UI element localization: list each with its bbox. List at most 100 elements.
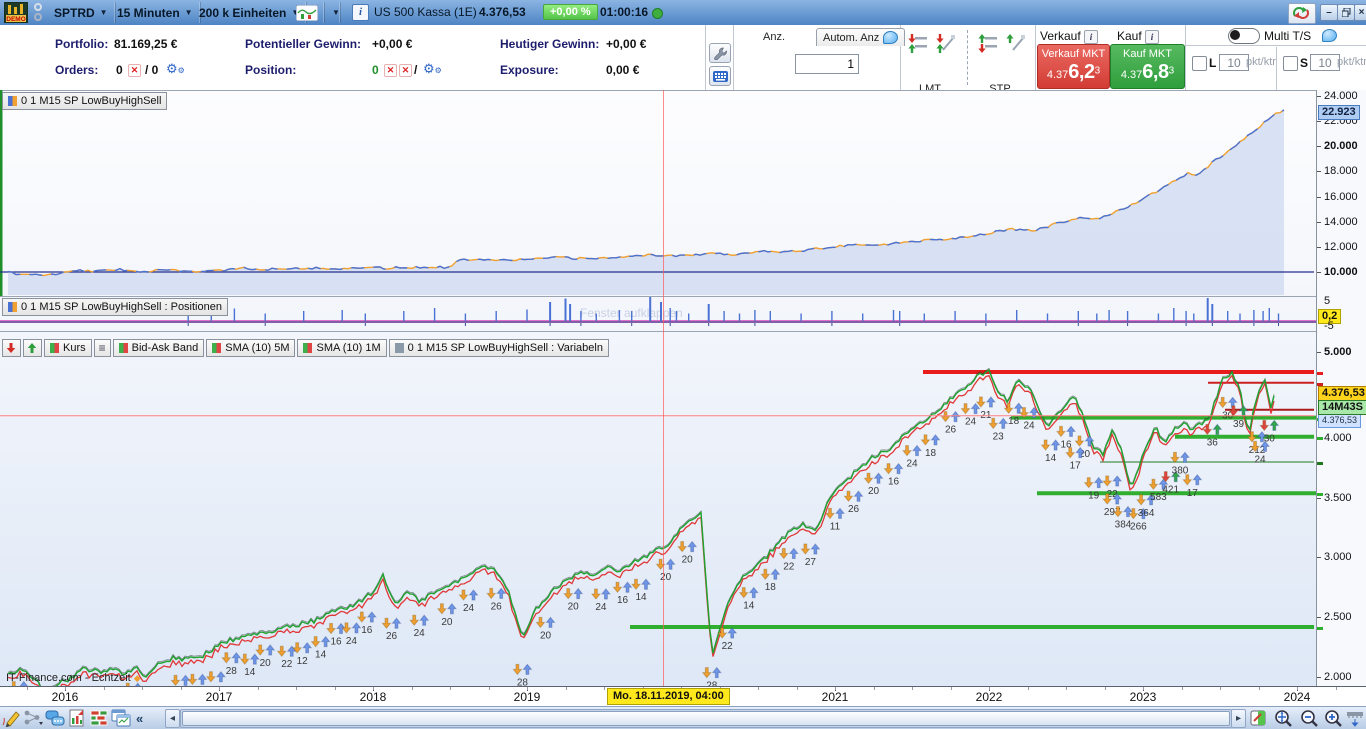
exit-arrow-icon xyxy=(436,603,447,615)
limit-trail-button[interactable] xyxy=(934,33,956,58)
trade-count-label: 14 xyxy=(244,667,256,678)
close-position-icon[interactable]: ✕ xyxy=(384,64,397,77)
report-button[interactable] xyxy=(66,708,88,728)
demo-badge-icon: DEMO xyxy=(3,1,29,26)
entry-arrow-icon xyxy=(788,547,799,559)
trade-count-label: 20 xyxy=(868,486,880,497)
position-settings-icon[interactable]: ⚙⚙ xyxy=(423,61,442,76)
price-axis-column[interactable]: 24.000 22.000 20.000 18.000 16.000 14.000 12.0… xyxy=(1316,90,1366,686)
legend-sma-1m[interactable]: SMA (10) 1M xyxy=(297,339,387,357)
trade-count-label: 22 xyxy=(1107,489,1119,500)
sell-header: Verkauf i xyxy=(1040,29,1099,44)
entry-arrow-icon xyxy=(1093,476,1104,489)
short-checkbox[interactable] xyxy=(1283,56,1298,71)
auto-qty-tab[interactable]: Autom. Anz xyxy=(816,28,906,46)
share-button[interactable] xyxy=(22,708,44,728)
trade-count-label: 30 xyxy=(1264,433,1276,444)
sell-marker-tool-button[interactable] xyxy=(2,339,21,357)
legend-variabeln[interactable]: 0 1 M15 SP LowBuyHighSell : Variabeln xyxy=(388,339,609,357)
year-label: 2018 xyxy=(359,690,387,704)
exit-arrow-icon xyxy=(975,396,986,408)
entry-arrow-icon xyxy=(1050,439,1061,451)
limit-order-button[interactable] xyxy=(906,33,928,58)
time-axis-row[interactable]: 2016 2017 2018 2019 2021 2022 2023 2024 Mo. 18.… xyxy=(0,686,1366,707)
zoom-fit-button[interactable] xyxy=(1272,708,1294,728)
cancel-orders-icon[interactable]: ✕ xyxy=(128,64,141,77)
collapse-toolbar-chevrons[interactable]: « xyxy=(136,710,144,726)
legend-bid-ask-band[interactable]: Bid-Ask Band xyxy=(112,339,205,357)
trade-count-label: 14 xyxy=(1045,453,1057,464)
axis-label: -5 xyxy=(1324,320,1334,332)
entry-arrow-icon xyxy=(622,581,633,593)
orders-label: Orders: xyxy=(55,63,99,77)
backtest-button[interactable] xyxy=(88,708,110,728)
minimize-button[interactable]: – xyxy=(1320,4,1338,21)
long-points-input[interactable] xyxy=(1219,54,1249,71)
exit-arrow-icon xyxy=(988,417,999,430)
legend-sma-5m[interactable]: SMA (10) 5M xyxy=(206,339,296,357)
order-settings-button[interactable] xyxy=(709,43,731,63)
help-bubble-icon[interactable] xyxy=(883,31,899,44)
trade-count-label: 17 xyxy=(1187,488,1199,499)
restore-button[interactable] xyxy=(1337,4,1355,21)
stop-trail-button[interactable] xyxy=(1004,33,1026,58)
chevron-down-icon: ▼ xyxy=(99,8,108,17)
exit-arrow-icon xyxy=(563,588,574,600)
entry-arrow-icon xyxy=(640,578,652,590)
keyboard-button[interactable] xyxy=(709,66,731,86)
scrollbar-thumb[interactable] xyxy=(182,711,1230,726)
exit-arrow-icon xyxy=(901,445,913,457)
instrument-dropdown[interactable]: SPTRD ▼ xyxy=(47,2,116,23)
exit-arrow-icon xyxy=(701,667,712,679)
units-dropdown[interactable]: 200 k Einheiten ▼ xyxy=(192,2,308,23)
exit-arrow-icon xyxy=(883,463,894,475)
sync-icon[interactable] xyxy=(1288,3,1316,24)
scroll-right-button[interactable]: ▸ xyxy=(1231,709,1246,728)
chart-type-icon xyxy=(296,4,318,21)
sell-market-button[interactable]: Verkauf MKT 4.376,23 xyxy=(1037,44,1110,89)
exit-arrow-icon xyxy=(655,558,666,571)
chart-type-button[interactable] xyxy=(294,2,325,23)
measure-tool-button[interactable] xyxy=(1344,708,1366,728)
close-button[interactable]: × xyxy=(1354,4,1366,21)
buy-marker-tool-button[interactable] xyxy=(23,339,42,357)
exit-arrow-icon xyxy=(239,653,250,665)
trade-count-label: 11 xyxy=(830,521,841,532)
positions-panel-label[interactable]: 0 1 M15 SP LowBuyHighSell : Positionen xyxy=(2,298,228,316)
equity-fill xyxy=(8,109,1285,296)
chart-horizontal-scrollbar[interactable] xyxy=(180,709,1232,728)
panel-settings-button[interactable] xyxy=(1248,708,1270,728)
draw-tool-button[interactable] xyxy=(0,708,22,728)
chat-button[interactable] xyxy=(44,708,66,728)
legend-kurs[interactable]: Kurs xyxy=(44,339,92,357)
short-points-input[interactable] xyxy=(1310,54,1340,71)
long-checkbox[interactable] xyxy=(1192,56,1207,71)
entry-arrow-icon xyxy=(468,589,479,601)
orders-settings-icon[interactable]: ⚙⚙ xyxy=(166,61,185,76)
help-bubble-icon[interactable] xyxy=(1322,29,1337,42)
close-all-icon[interactable]: ✕ xyxy=(399,64,412,77)
zoom-in-button[interactable] xyxy=(1322,708,1344,728)
stop-order-button[interactable] xyxy=(976,33,998,58)
zoom-out-button[interactable] xyxy=(1298,708,1320,728)
entry-arrow-icon xyxy=(1238,405,1249,417)
timeframe-dropdown[interactable]: 15 Minuten ▼ xyxy=(110,2,201,23)
equity-panel-label[interactable]: 0 1 M15 SP LowBuyHighSell xyxy=(2,92,168,110)
exit-arrow-icon xyxy=(325,623,337,635)
entry-arrow-icon xyxy=(711,666,722,679)
exit-arrow-icon xyxy=(800,543,811,555)
buy-market-button[interactable]: Kauf MKT 4.376,83 xyxy=(1110,44,1185,89)
info-icon[interactable]: i xyxy=(1084,30,1099,44)
info-icon[interactable]: i xyxy=(1145,30,1160,44)
new-window-button[interactable] xyxy=(110,708,132,728)
scroll-left-button[interactable]: ◂ xyxy=(165,709,180,728)
data-source-label: IT-Finance.com - Echtzeit ◆ xyxy=(6,672,141,684)
pin-icons[interactable] xyxy=(33,3,43,25)
long-label: L xyxy=(1209,56,1217,70)
chart-canvas[interactable]: 3020302022301621151228142022121416241626… xyxy=(0,90,1316,686)
info-icon[interactable]: i xyxy=(352,4,369,21)
chart-type-caret[interactable]: ▼ xyxy=(324,2,341,23)
list-tool-button[interactable]: ≡ xyxy=(93,339,111,357)
multi-ts-toggle[interactable] xyxy=(1228,28,1260,44)
qty-input[interactable] xyxy=(795,54,859,74)
